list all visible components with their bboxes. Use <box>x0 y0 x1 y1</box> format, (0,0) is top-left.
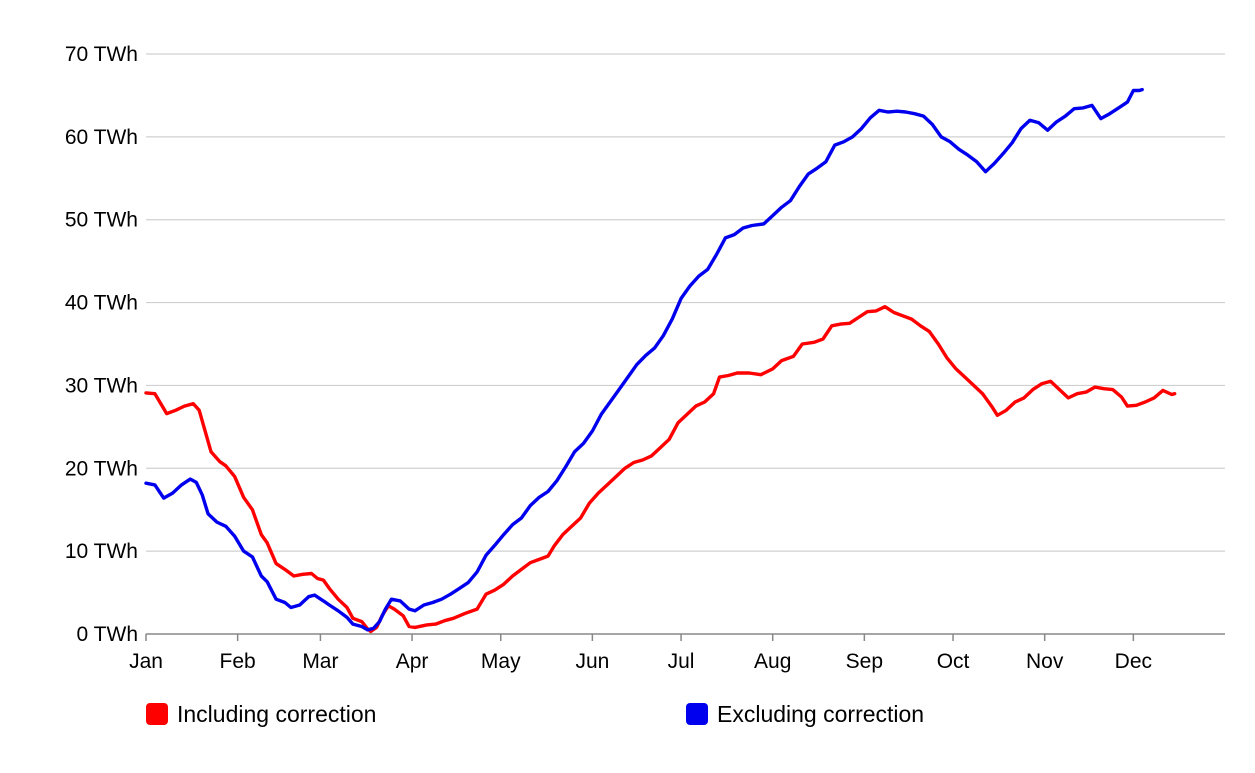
x-tick-label: Jan <box>129 650 163 673</box>
y-tick-label: 20 TWh <box>65 457 138 480</box>
x-tick-label: Jun <box>575 650 609 673</box>
legend: Including correction Excluding correction <box>146 701 924 727</box>
series-lines <box>144 87 1177 634</box>
gridlines <box>146 53 1225 552</box>
x-tick-label: Apr <box>396 650 429 673</box>
x-tick-label: Dec <box>1115 650 1152 673</box>
x-tick-label: Jul <box>668 650 695 673</box>
x-tick-label: Sep <box>846 650 883 673</box>
legend-swatch-excluding-correction[interactable] <box>686 703 708 725</box>
legend-label-including-correction[interactable]: Including correction <box>177 701 376 727</box>
series-line-excluding-correction <box>144 87 1144 632</box>
x-tick-label: Mar <box>302 650 338 673</box>
y-tick-label: 70 TWh <box>65 43 138 66</box>
y-tick-label: 10 TWh <box>65 540 138 563</box>
x-axis: Jan Feb Mar Apr May Jun Jul Aug Sep Oct Nov Dec <box>129 633 1225 673</box>
y-tick-label: 50 TWh <box>65 209 138 232</box>
y-tick-label: 40 TWh <box>65 292 138 315</box>
x-tick-label: Aug <box>754 650 791 673</box>
y-tick-label: 0 TWh <box>77 623 138 646</box>
legend-label-excluding-correction[interactable]: Excluding correction <box>717 701 924 727</box>
y-tick-label: 60 TWh <box>65 126 138 149</box>
legend-swatch-including-correction[interactable] <box>146 703 168 725</box>
y-tick-label: 30 TWh <box>65 374 138 397</box>
x-tick-label: Oct <box>937 650 970 673</box>
series-line-including-correction <box>144 305 1177 634</box>
x-tick-label: May <box>481 650 521 673</box>
x-tick-label: Nov <box>1026 650 1064 673</box>
x-tick-label: Feb <box>220 650 256 673</box>
y-axis: 0 TWh 10 TWh 20 TWh 30 TWh 40 TWh 50 TWh 60 TW… <box>65 43 138 646</box>
